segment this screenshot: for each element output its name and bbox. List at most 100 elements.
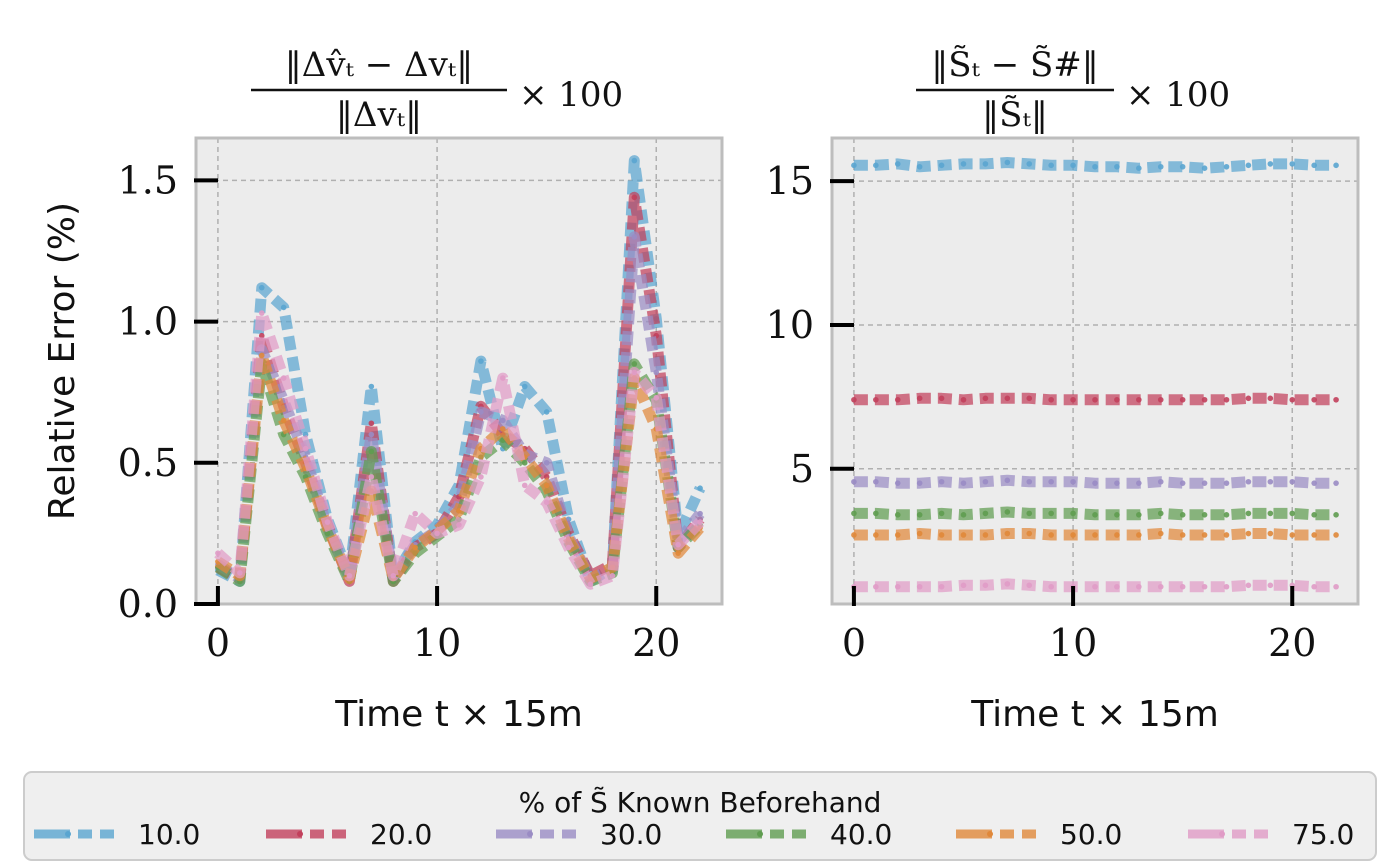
data-point [675, 550, 681, 556]
data-point [982, 532, 989, 538]
data-point [916, 512, 923, 518]
x-tick-label: 10 [1049, 621, 1097, 665]
data-point [1026, 510, 1033, 517]
chart-title: ‖Δv̂ₜ − Δvₜ‖ ‖Δvₜ‖ × 100 [251, 45, 623, 135]
data-point [280, 375, 287, 381]
chart-panel-2: 0 10 20 5 10 15 Time t × 15m ‖S̃ₜ − S̃#‖ ‖S̃ₜ‖ × … [766, 45, 1360, 735]
data-point [500, 375, 506, 381]
data-point [1311, 480, 1317, 486]
data-point [1026, 395, 1033, 402]
data-point [894, 161, 901, 167]
data-point [1245, 510, 1252, 517]
data-point [1092, 480, 1098, 486]
y-tick-label: 0.0 [118, 582, 178, 626]
data-point [1223, 512, 1230, 518]
legend-label: 10.0 [138, 818, 200, 851]
data-point [982, 395, 989, 402]
data-point [280, 417, 287, 424]
data-point [1267, 161, 1274, 167]
data-point [543, 482, 550, 489]
data-point [1223, 532, 1230, 538]
data-point [1333, 480, 1339, 486]
legend-entry-10.0: 10.0 [34, 818, 200, 851]
data-point [1157, 530, 1164, 537]
x-tick-label: 0 [842, 621, 866, 665]
data-point [675, 541, 681, 548]
data-point [368, 383, 375, 390]
data-point [1311, 583, 1317, 590]
data-point [916, 583, 923, 590]
y-axis-label: Relative Error (%) [42, 202, 83, 520]
legend-marker [1219, 831, 1225, 837]
data-point [1048, 532, 1054, 538]
data-point [1267, 510, 1274, 517]
data-point [1114, 480, 1120, 486]
data-point [1245, 530, 1252, 537]
legend-marker [297, 831, 303, 837]
data-point [1179, 583, 1186, 590]
data-point [543, 499, 550, 506]
x-axis-label: Time t × 15m [334, 694, 583, 735]
data-point [938, 532, 945, 538]
data-point [1004, 581, 1011, 587]
data-point [1004, 509, 1011, 515]
data-point [1157, 510, 1164, 517]
data-point [1311, 162, 1317, 169]
data-point [916, 530, 923, 537]
data-point [1092, 583, 1098, 590]
plot-area [832, 138, 1358, 604]
data-point [1092, 512, 1098, 518]
data-point [1157, 583, 1164, 590]
data-point [1048, 510, 1054, 517]
legend-label: 50.0 [1060, 818, 1122, 851]
data-point [1114, 583, 1120, 590]
data-point [1048, 478, 1054, 485]
data-point [1223, 396, 1230, 403]
data-point [1179, 163, 1186, 170]
legend-marker [987, 831, 993, 837]
data-point [521, 482, 528, 489]
data-point [894, 396, 901, 403]
legend-title: % of S̃ Known Beforehand [519, 786, 882, 819]
data-point [1289, 478, 1296, 485]
data-point [1267, 478, 1274, 485]
data-point [1333, 396, 1339, 403]
data-point [938, 395, 945, 402]
data-point [653, 369, 660, 376]
data-point [1114, 512, 1120, 518]
data-point [873, 532, 879, 538]
title-numerator: ‖S̃ₜ − S̃#‖ [931, 45, 1099, 85]
legend-entry-50.0: 50.0 [956, 818, 1122, 851]
data-point [1311, 396, 1317, 403]
data-point [1026, 161, 1033, 167]
data-point [894, 480, 901, 486]
data-point [1289, 396, 1296, 403]
data-point [982, 478, 989, 485]
data-point [1245, 395, 1252, 402]
data-point [368, 431, 375, 438]
data-point [1004, 159, 1011, 166]
data-point [1092, 163, 1098, 170]
data-point [873, 162, 879, 169]
data-point [1136, 480, 1142, 486]
data-point [1048, 162, 1054, 169]
data-point [1311, 512, 1317, 518]
data-point [894, 532, 901, 538]
data-point [1114, 532, 1120, 538]
data-point [1157, 163, 1164, 170]
legend-entry-40.0: 40.0 [726, 818, 892, 851]
title-denominator: ‖Δvₜ‖ [336, 95, 422, 135]
data-point [1267, 582, 1274, 589]
data-point [982, 582, 989, 589]
data-point [258, 310, 265, 316]
data-point [1179, 396, 1186, 403]
legend-box [23, 771, 1377, 861]
data-point [873, 396, 879, 403]
chart-panel-1: 0 10 20 0.0 0.5 1.0 1.5 Time t × 15m Relative Er… [42, 45, 724, 735]
x-tick-label: 20 [1268, 621, 1316, 665]
data-point [873, 478, 879, 485]
data-point [280, 304, 287, 311]
legend-entry-30.0: 30.0 [496, 818, 662, 851]
data-point [1114, 396, 1120, 403]
